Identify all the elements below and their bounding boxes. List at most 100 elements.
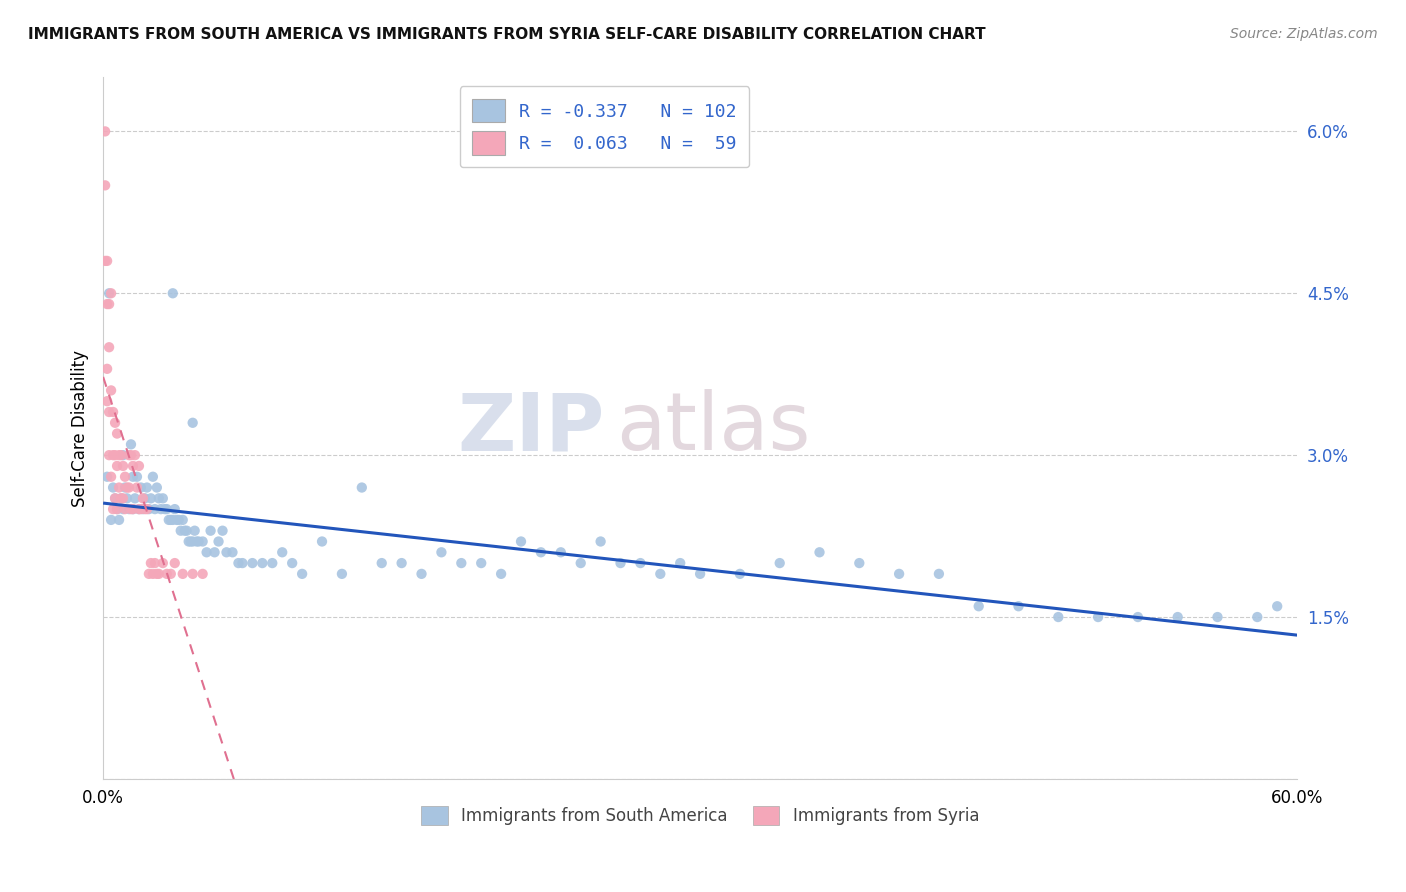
Point (138, 502, 160, 516)
Point (167, 513, 190, 527)
Point (149, 502, 172, 516)
Point (370, 556, 392, 570)
Point (1246, 610, 1268, 624)
Point (550, 545, 572, 559)
Point (191, 566, 214, 581)
Point (104, 448, 127, 462)
Point (262, 556, 284, 570)
Point (1087, 610, 1109, 624)
Point (231, 556, 253, 570)
Point (115, 491, 138, 506)
Point (967, 599, 990, 614)
Point (96, 469, 118, 483)
Point (105, 502, 128, 516)
Point (628, 556, 651, 570)
Point (148, 566, 170, 581)
Point (450, 556, 472, 570)
Point (110, 491, 132, 506)
Point (569, 556, 592, 570)
Point (128, 502, 150, 516)
Point (94, 178, 117, 193)
Point (100, 469, 122, 483)
Point (163, 502, 186, 516)
Point (157, 513, 180, 527)
Point (170, 524, 193, 538)
Point (143, 556, 166, 570)
Point (124, 491, 146, 506)
Point (120, 502, 142, 516)
Point (118, 481, 141, 495)
Point (101, 502, 124, 516)
Point (172, 566, 194, 581)
Point (122, 502, 145, 516)
Point (96, 253, 118, 268)
Point (146, 566, 169, 581)
Y-axis label: Self-Care Disability: Self-Care Disability (72, 350, 89, 507)
Point (181, 534, 204, 549)
Point (252, 556, 274, 570)
Point (135, 481, 157, 495)
Point (291, 566, 314, 581)
Point (163, 556, 186, 570)
Point (96, 297, 118, 311)
Point (211, 524, 233, 538)
Point (105, 502, 128, 516)
Point (96, 361, 118, 376)
Point (114, 469, 136, 483)
Point (122, 469, 145, 483)
Point (887, 566, 910, 581)
Point (105, 426, 128, 441)
Point (152, 556, 174, 570)
Point (142, 566, 165, 581)
Point (1126, 610, 1149, 624)
Point (769, 556, 792, 570)
Point (183, 524, 205, 538)
Text: atlas: atlas (617, 389, 811, 467)
Point (132, 502, 155, 516)
Point (94, 124, 117, 138)
Text: IMMIGRANTS FROM SOUTH AMERICA VS IMMIGRANTS FROM SYRIA SELF-CARE DISABILITY CORR: IMMIGRANTS FROM SOUTH AMERICA VS IMMIGRA… (28, 27, 986, 42)
Point (470, 556, 492, 570)
Point (124, 448, 146, 462)
Point (139, 491, 162, 506)
Point (135, 502, 157, 516)
Point (120, 437, 142, 451)
Point (115, 481, 138, 495)
Point (162, 513, 184, 527)
Point (139, 556, 162, 570)
Point (159, 566, 181, 581)
Point (108, 481, 131, 495)
Point (186, 534, 208, 549)
Legend: Immigrants from South America, Immigrants from Syria: Immigrants from South America, Immigrant… (413, 797, 987, 834)
Text: Source: ZipAtlas.com: Source: ZipAtlas.com (1230, 27, 1378, 41)
Point (311, 534, 333, 549)
Point (162, 286, 184, 301)
Point (153, 502, 176, 516)
Point (221, 545, 243, 559)
Point (181, 566, 204, 581)
Point (112, 491, 135, 506)
Point (411, 566, 433, 581)
Point (110, 491, 132, 506)
Point (101, 405, 124, 419)
Point (104, 416, 127, 430)
Point (166, 513, 188, 527)
Point (143, 502, 166, 516)
Point (114, 502, 136, 516)
Point (159, 513, 181, 527)
Point (98, 297, 121, 311)
Point (350, 481, 373, 495)
Point (200, 524, 222, 538)
Point (152, 491, 174, 506)
Point (112, 458, 135, 473)
Point (156, 566, 179, 581)
Point (808, 545, 831, 559)
Point (207, 534, 229, 549)
Point (112, 448, 135, 462)
Point (118, 502, 141, 516)
Point (146, 481, 169, 495)
Point (430, 545, 453, 559)
Point (181, 416, 204, 430)
Point (669, 556, 692, 570)
Point (120, 448, 142, 462)
